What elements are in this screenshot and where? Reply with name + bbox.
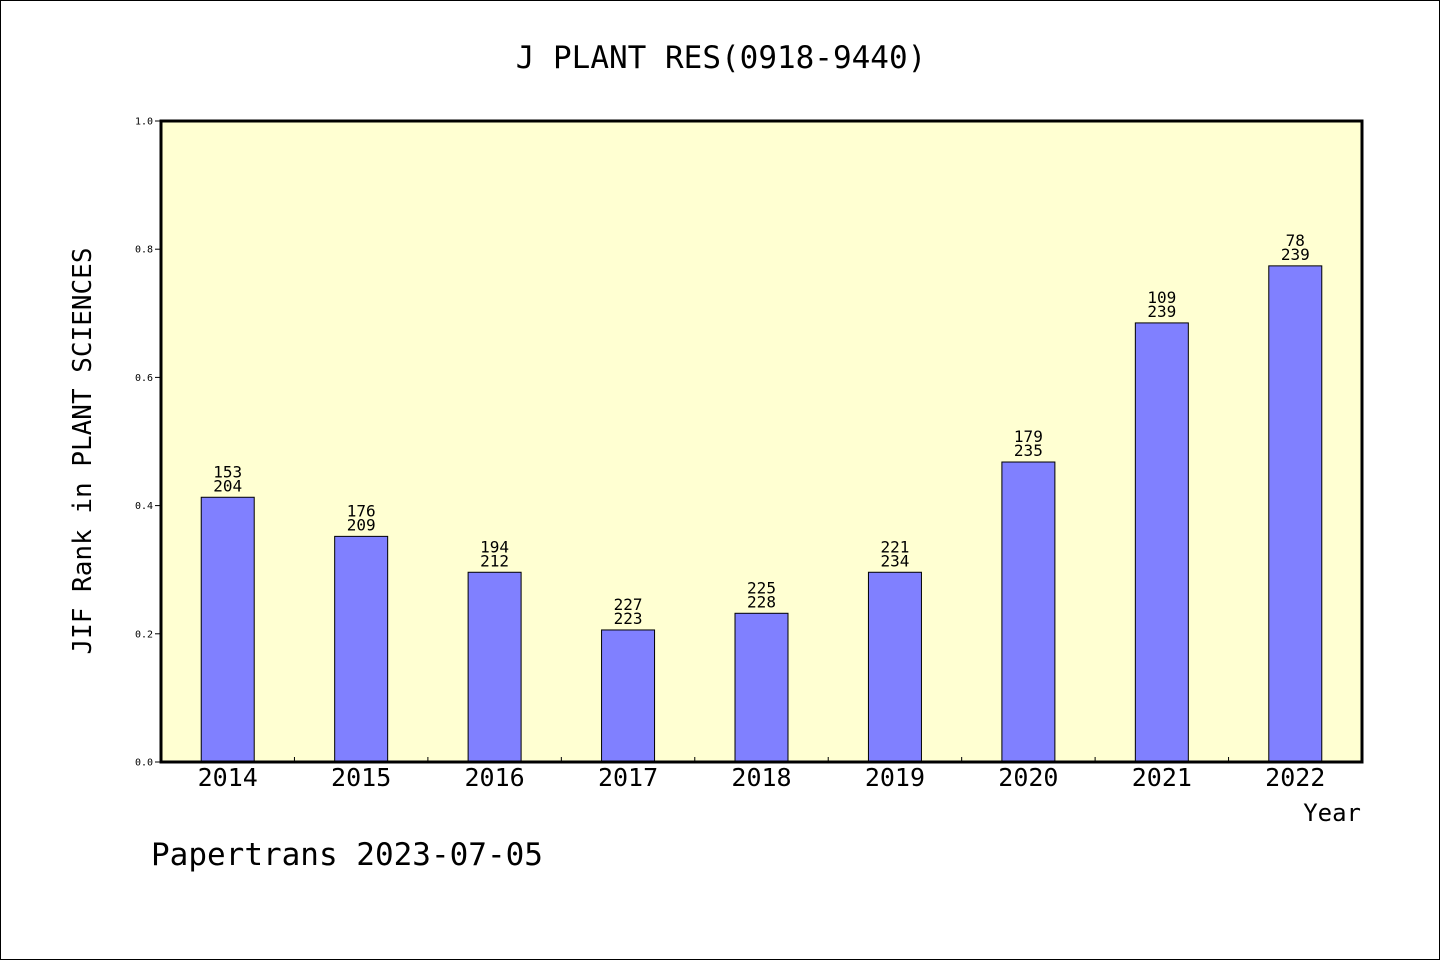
x-tick-label-2014: 2014 <box>198 763 258 792</box>
y-tick-label: 0.8 <box>135 245 153 256</box>
y-axis: 0.0 0.2 0.4 0.6 0.8 1.0 <box>135 117 161 769</box>
x-axis: 2014 2015 2016 2017 2018 2019 2020 2021 2022 <box>198 757 1325 792</box>
bar-2017 <box>601 629 656 763</box>
data-label-rank-2021: 109 <box>1147 288 1176 307</box>
x-tick-label-2021: 2021 <box>1132 763 1192 792</box>
x-tick-label-2017: 2017 <box>598 763 658 792</box>
data-label-total-2016: 212 <box>480 551 509 570</box>
bar-2014 <box>200 496 255 763</box>
x-tick-label-2020: 2020 <box>998 763 1058 792</box>
bar-2020 <box>1001 461 1056 763</box>
data-label-total-2018: 228 <box>747 592 776 611</box>
plot-frame <box>159 119 1364 764</box>
data-label-total-2022: 239 <box>1281 245 1310 264</box>
x-tick-label-2022: 2022 <box>1265 763 1325 792</box>
data-label-rank-2020: 179 <box>1014 427 1043 446</box>
bar-2018 <box>734 612 789 763</box>
y-tick-label: 0.4 <box>135 501 153 512</box>
x-tick-label-2015: 2015 <box>331 763 391 792</box>
x-tick-label-2018: 2018 <box>731 763 791 792</box>
data-label-total-2015: 209 <box>347 515 376 534</box>
data-label-rank-2017: 227 <box>614 595 643 614</box>
x-tick-label-2016: 2016 <box>465 763 525 792</box>
bar-2021 <box>1134 322 1189 763</box>
footer-watermark: Papertrans 2023-07-05 <box>151 837 543 873</box>
data-label-total-2017: 223 <box>614 609 643 628</box>
data-label-total-2021: 239 <box>1147 302 1176 321</box>
data-label-rank-2016: 194 <box>480 537 509 556</box>
y-tick-label: 1.0 <box>135 117 153 128</box>
bar-2016 <box>467 571 522 763</box>
bars: 1532041762091942122272232252282212341792… <box>200 231 1323 763</box>
data-label-rank-2019: 221 <box>880 537 909 556</box>
y-tick-label: 0.6 <box>135 373 153 384</box>
data-label-rank-2015: 176 <box>347 501 376 520</box>
y-tick-label: 0.2 <box>135 629 153 640</box>
y-axis-label: JIF Rank in PLANT SCIENCES <box>68 248 98 655</box>
data-label-rank-2018: 225 <box>747 578 776 597</box>
data-label-rank-2022: 78 <box>1286 231 1305 250</box>
x-tick-label-2019: 2019 <box>865 763 925 792</box>
x-axis-label: Year <box>1303 799 1361 827</box>
data-label-rank-2014: 153 <box>213 462 242 481</box>
data-label-total-2019: 234 <box>880 551 909 570</box>
y-tick-label: 0.0 <box>135 758 153 769</box>
data-label-total-2020: 235 <box>1014 441 1043 460</box>
bar-2015 <box>334 535 389 763</box>
bar-2022 <box>1268 265 1323 763</box>
chart-title: J PLANT RES(0918-9440) <box>516 40 927 76</box>
bar-2019 <box>867 571 922 763</box>
data-label-total-2014: 204 <box>213 476 242 495</box>
